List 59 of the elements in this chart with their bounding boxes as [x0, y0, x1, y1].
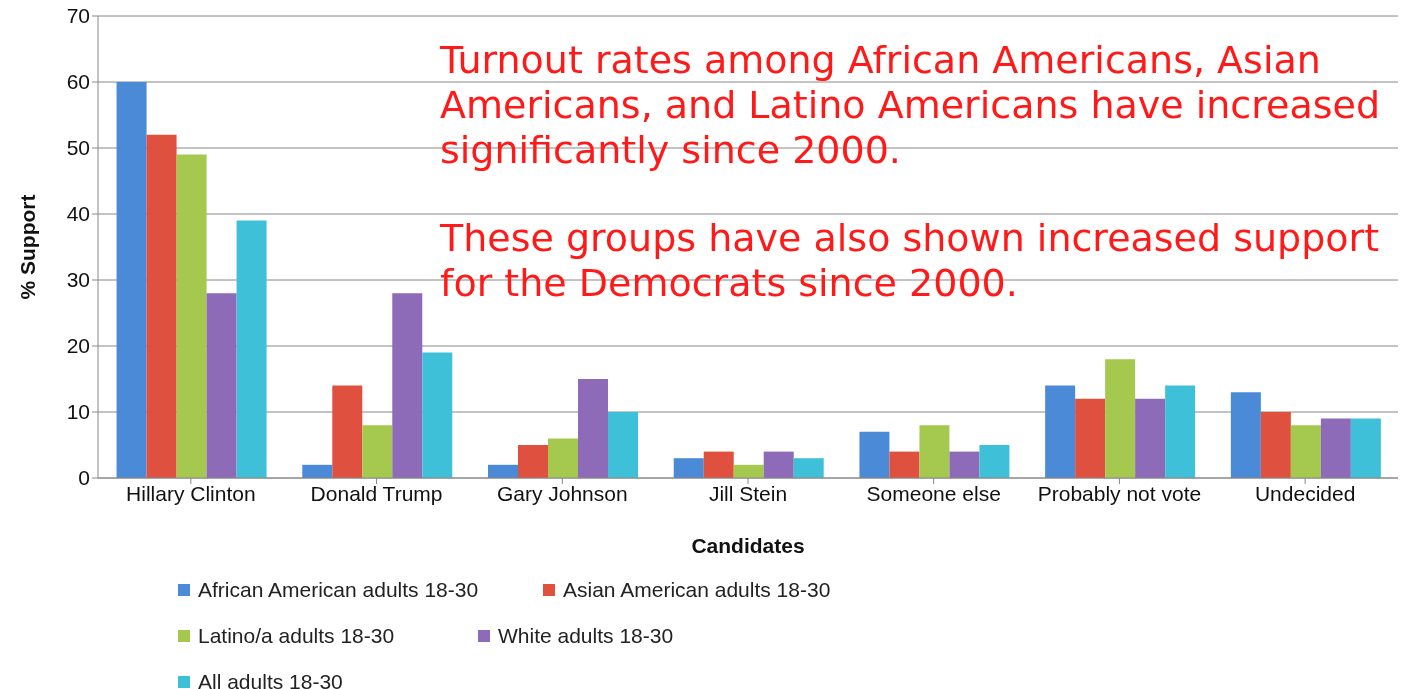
bar	[548, 438, 578, 478]
bar	[1260, 412, 1291, 478]
bar	[518, 445, 548, 478]
y-tick-label: 60	[66, 70, 90, 94]
y-tick-label: 50	[66, 136, 90, 160]
y-tick-label: 0	[78, 466, 90, 490]
legend-label: Asian American adults 18-30	[563, 578, 831, 602]
bar	[1350, 418, 1381, 478]
bar	[362, 425, 393, 478]
bar	[332, 385, 363, 478]
x-tick-label: Someone else	[866, 481, 1001, 505]
bar	[392, 293, 423, 478]
x-tick-label: Hillary Clinton	[126, 481, 256, 505]
bar	[422, 352, 453, 478]
y-axis-title: % Support	[16, 194, 40, 300]
bar	[1045, 385, 1076, 478]
bar	[763, 451, 794, 478]
y-tick-label: 10	[66, 400, 90, 424]
legend-label: All adults 18-30	[198, 670, 343, 689]
bar	[889, 451, 920, 478]
legend-label: White adults 18-30	[498, 624, 674, 648]
bar	[673, 458, 704, 478]
x-tick-label: Donald Trump	[310, 481, 443, 505]
x-tick-label: Jill Stein	[708, 481, 788, 505]
y-tick-label: 40	[66, 202, 90, 226]
bar	[1230, 392, 1261, 478]
bar	[733, 464, 764, 478]
x-axis-title: Candidates	[691, 534, 805, 557]
bar	[236, 220, 267, 478]
bar	[302, 464, 333, 478]
y-tick-label: 70	[66, 4, 90, 28]
legend-label: African American adults 18-30	[198, 578, 479, 602]
bar	[949, 451, 980, 478]
bar	[793, 458, 824, 478]
bar	[859, 431, 890, 478]
bar	[116, 82, 147, 478]
bar	[206, 293, 237, 478]
bar	[488, 464, 518, 478]
bar	[1320, 418, 1351, 478]
y-tick-label: 30	[66, 268, 90, 292]
legend-label: Latino/a adults 18-30	[198, 624, 395, 648]
bar	[979, 445, 1010, 478]
bar	[146, 134, 177, 478]
bar	[1105, 359, 1136, 478]
bar	[1165, 385, 1196, 478]
x-tick-label: Probably not vote	[1037, 481, 1202, 505]
y-tick-label: 20	[66, 334, 90, 358]
annotation: Turnout rates among African Americans, Asian Americans, and Latino Americans have increased significantly since 2000.	[440, 38, 1381, 173]
bar	[1290, 425, 1321, 478]
x-tick-label: Gary Johnson	[496, 481, 628, 505]
annotation: These groups have also shown increased support for the Democrats since 2000.	[440, 216, 1381, 307]
bar	[919, 425, 950, 478]
bar	[608, 412, 638, 478]
bar	[1135, 398, 1166, 478]
x-tick-label: Undecided	[1254, 481, 1356, 505]
bar	[578, 379, 608, 478]
bar	[176, 154, 207, 478]
bar	[1075, 398, 1106, 478]
bar	[703, 451, 734, 478]
